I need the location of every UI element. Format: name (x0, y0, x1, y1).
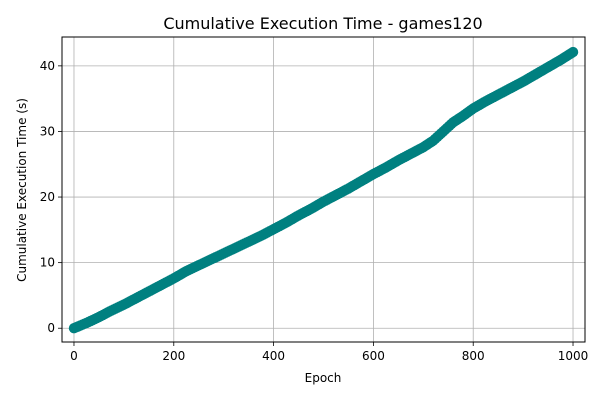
axis-ticks: 0 200 400 600 800 1000 0 10 20 30 40 (40, 59, 589, 363)
y-tick-label: 30 (40, 124, 55, 138)
chart-title: Cumulative Execution Time - games120 (163, 14, 482, 33)
data-series (68, 46, 579, 334)
y-tick-label: 40 (40, 59, 55, 73)
x-tick-label: 400 (262, 349, 285, 363)
x-tick-label: 0 (70, 349, 78, 363)
y-tick-label: 10 (40, 256, 55, 270)
data-point (567, 46, 579, 58)
y-tick-label: 20 (40, 190, 55, 204)
x-tick-label: 800 (462, 349, 485, 363)
x-axis-title: Epoch (305, 371, 342, 385)
plot-area-frame (61, 36, 586, 343)
x-tick-label: 600 (362, 349, 385, 363)
x-tick-label: 200 (162, 349, 185, 363)
x-tick-label: 1000 (558, 349, 589, 363)
y-tick-label: 0 (47, 321, 55, 335)
y-axis-title: Cumulative Execution Time (s) (15, 98, 29, 282)
